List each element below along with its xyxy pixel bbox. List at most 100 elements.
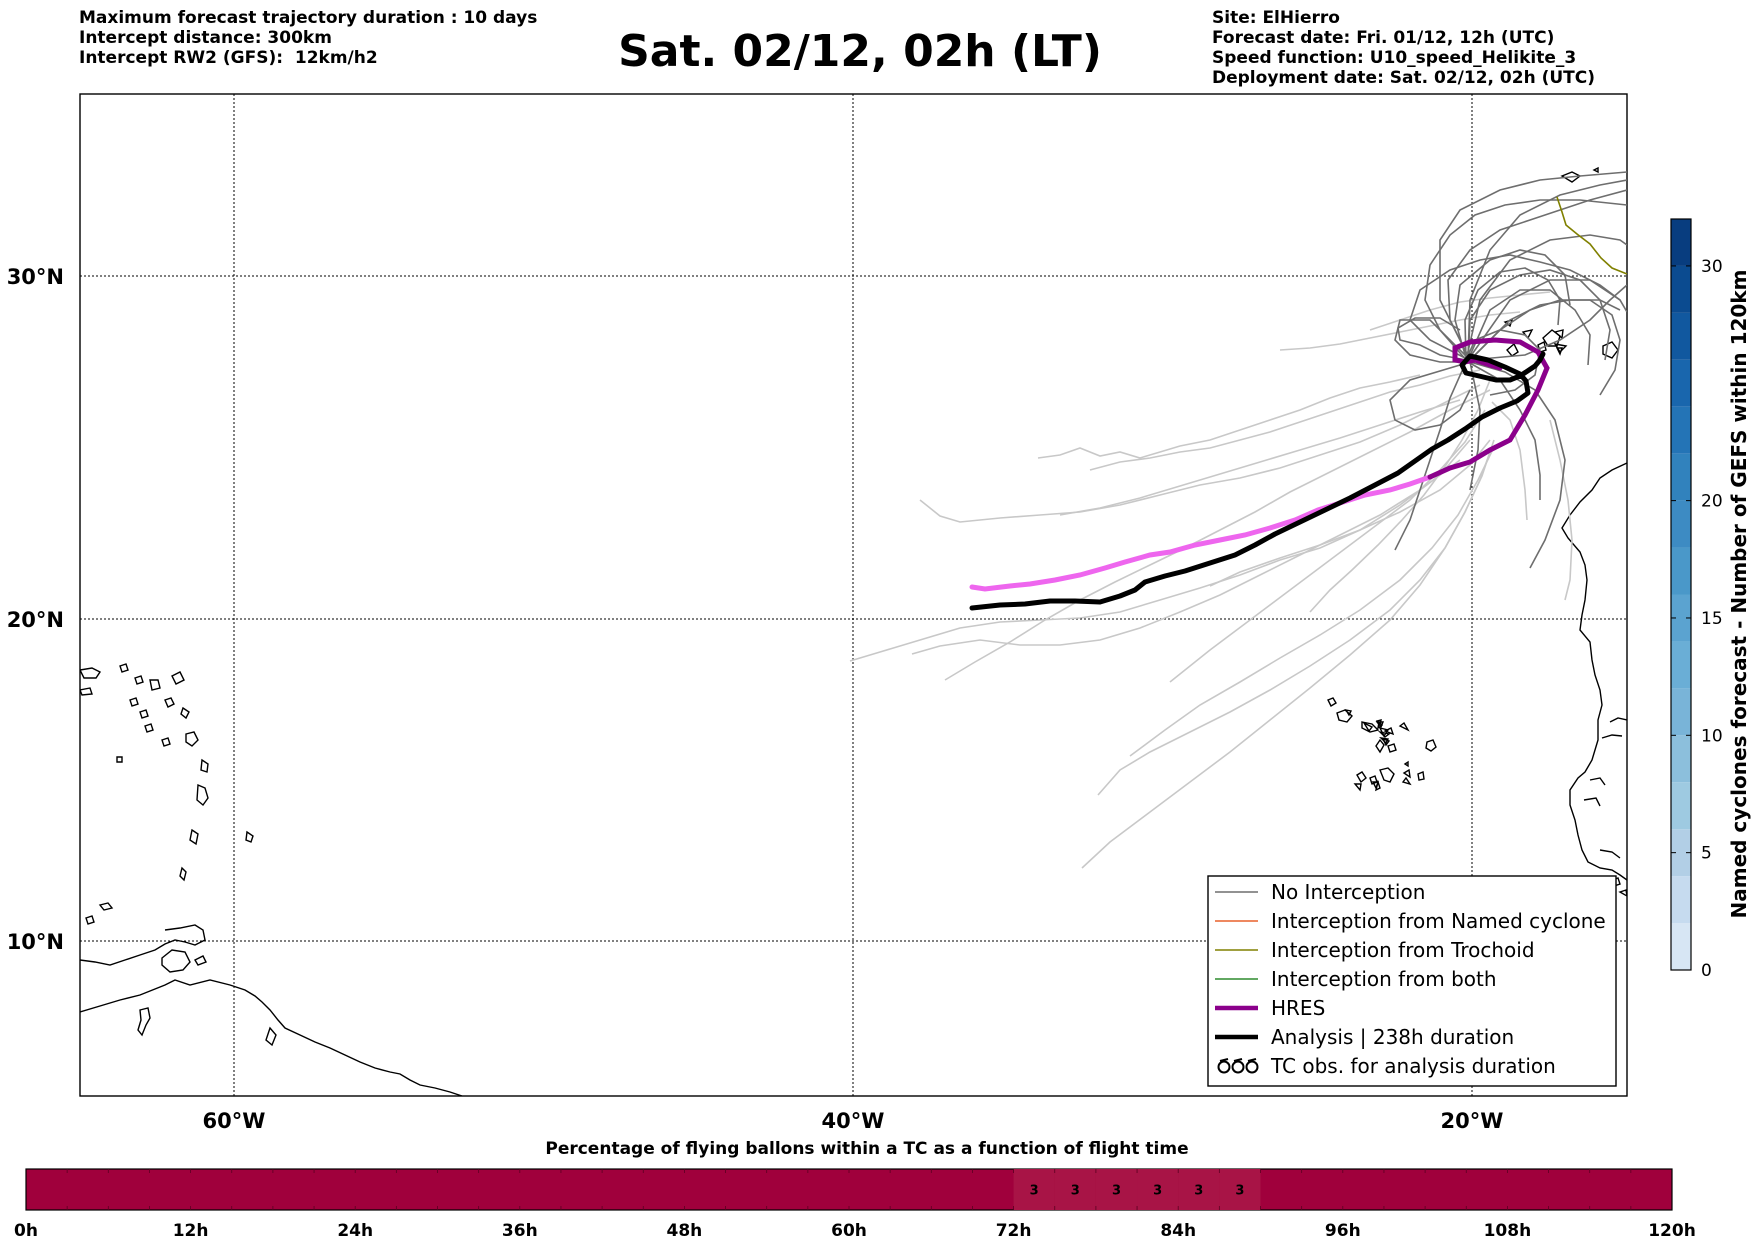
ensemble-track-no-interception <box>1467 361 1541 500</box>
tc-obs-symbol-icon <box>1217 1058 1259 1074</box>
legend-box <box>1207 875 1617 1087</box>
colorbar-band <box>1671 406 1691 454</box>
island-cape-verde-14 <box>1374 779 1381 792</box>
island-tobago <box>194 955 207 966</box>
legend-entry-no-interception: No Interception <box>1215 880 1425 904</box>
flight-bar-cell <box>1219 1169 1261 1210</box>
ensemble-track-light <box>944 389 1491 681</box>
track-hres-light <box>969 474 1433 592</box>
flight-bar-cell-value: 3 <box>1071 1184 1080 1199</box>
lon-label-20w: 20°W <box>1441 1109 1504 1133</box>
island-grenada <box>265 1026 277 1047</box>
ensemble-track-no-interception <box>1389 364 1471 431</box>
ensemble-track-no-interception <box>1424 199 1627 363</box>
island-dominica <box>200 758 209 773</box>
flight-bar-cell-value: 3 <box>1112 1184 1121 1199</box>
island-anguilla <box>171 671 185 685</box>
flight-time-bar: Percentage of flying ballons within a TC… <box>14 1139 1696 1241</box>
islands-lesser-north <box>116 663 171 763</box>
legend: No Interception Interception from Named … <box>1207 875 1617 1087</box>
lat-label-30n: 30°N <box>7 265 64 289</box>
map-area[interactable] <box>79 93 1628 1097</box>
island-cape-verde-22 <box>1383 727 1395 736</box>
ensemble-track-no-interception <box>1469 361 1566 569</box>
header-intercept-distance: Intercept distance: 300km <box>79 28 332 48</box>
island-cape-verde-15 <box>1401 776 1412 786</box>
island-cape-verde-9 <box>1356 771 1367 784</box>
header-left: Maximum forecast trajectory duration : 1… <box>79 8 537 68</box>
colorbar-band <box>1671 312 1691 360</box>
island-hispaniola-tip <box>80 687 93 696</box>
colorbar-band <box>1671 735 1691 783</box>
island-canaries-6 <box>1553 343 1568 354</box>
island-martinique <box>196 783 209 807</box>
legend-label-hres: HRES <box>1271 996 1325 1020</box>
ensemble-track-no-interception <box>1439 171 1627 361</box>
header-right: Site: ElHierro Forecast date: Fri. 01/12… <box>1212 8 1595 88</box>
island-cape-verde-26 <box>1379 737 1390 745</box>
island-canaries-2 <box>1506 342 1519 357</box>
ensemble-track-light <box>1491 401 1528 521</box>
colorbar-band <box>1671 453 1691 501</box>
island-cape-verde-25 <box>1344 709 1353 717</box>
colorbar-band <box>1671 688 1691 736</box>
ensemble-track-no-interception <box>1469 361 1481 491</box>
island-cape-verde-1 <box>1336 709 1353 723</box>
colorbar-band <box>1671 923 1691 970</box>
page-title: Sat. 02/12, 02h (LT) <box>618 26 1102 77</box>
flight-bar-cell-value: 3 <box>1194 1184 1203 1199</box>
coastline-west-africa-detail <box>1583 717 1627 859</box>
header-deployment-date: Deployment date: Sat. 02/12, 02h (UTC) <box>1212 68 1596 88</box>
colorbar-band <box>1671 829 1691 877</box>
ensemble-track-no-interception <box>1397 317 1467 361</box>
island-cape-verde-18 <box>1417 771 1425 781</box>
island-cape-verde-17 <box>1402 768 1411 779</box>
ensemble-track-light <box>1549 419 1573 601</box>
lon-axis-labels: 60°W 40°W 20°W <box>203 1109 1504 1133</box>
colorbar-label: Named cyclones forecast - Number of GEFS… <box>1727 270 1751 919</box>
ensemble-track-no-interception <box>1409 254 1621 359</box>
flight-bar-cell-value: 3 <box>1030 1184 1039 1199</box>
island-cape-verde-16 <box>1425 739 1437 752</box>
colorbar-tick-label: 15 <box>1701 609 1723 629</box>
coastline-caribbean-coast <box>80 924 206 966</box>
island-virgin-islands <box>149 679 161 691</box>
flight-bar-tick-label: 60h <box>831 1221 867 1241</box>
ensemble-track-light <box>1279 311 1521 351</box>
flight-bar-cell-value: 3 <box>1153 1184 1162 1199</box>
legend-label-both: Interception from both <box>1271 967 1497 991</box>
flight-bar-tick-label: 12h <box>173 1221 209 1241</box>
flight-bar-highlight-cells: 3 3 3 3 3 3 <box>1013 1169 1261 1210</box>
lat-axis-labels: 30°N 20°N 10°N <box>7 265 64 954</box>
ensemble-track-no-interception <box>1467 279 1627 361</box>
legend-label-analysis: Analysis | 238h duration <box>1271 1025 1514 1049</box>
island-guadeloupe <box>185 731 199 747</box>
island-cape-verde-6 <box>1387 743 1397 753</box>
flight-bar-tick-label: 84h <box>1160 1221 1196 1241</box>
flight-bar-tick-label: 48h <box>667 1221 703 1241</box>
ensemble-track-light <box>849 439 1471 662</box>
ensemble-track-light <box>919 384 1481 523</box>
graticule <box>80 94 1627 1096</box>
coastline-west-africa <box>1561 462 1627 881</box>
island-cape-verde-12 <box>1379 767 1395 783</box>
ensemble-track-no-interception <box>1469 284 1627 361</box>
ensemble-track-no-interception <box>1467 289 1591 366</box>
legend-label-trochoid: Interception from Trochoid <box>1271 938 1535 962</box>
colorbar-band <box>1671 782 1691 830</box>
colorbar-band <box>1671 547 1691 595</box>
ensemble-track-light <box>1129 444 1496 757</box>
colorbar-frame <box>1670 218 1692 971</box>
flight-bar-tick-label: 0h <box>14 1221 38 1241</box>
colorbar-band <box>1671 265 1691 313</box>
colorbar-tick-label: 30 <box>1701 257 1723 277</box>
lat-label-10n: 10°N <box>7 930 64 954</box>
island-cape-verde-23 <box>1375 721 1385 729</box>
lon-label-60w: 60°W <box>203 1109 266 1133</box>
legend-entry-trochoid: Interception from Trochoid <box>1215 938 1535 962</box>
ensemble-track-light <box>1097 439 1495 796</box>
flight-bar-tick-label: 120h <box>1648 1221 1696 1241</box>
colorbar-band <box>1671 359 1691 407</box>
ensemble-track-no-interception <box>1465 234 1627 361</box>
